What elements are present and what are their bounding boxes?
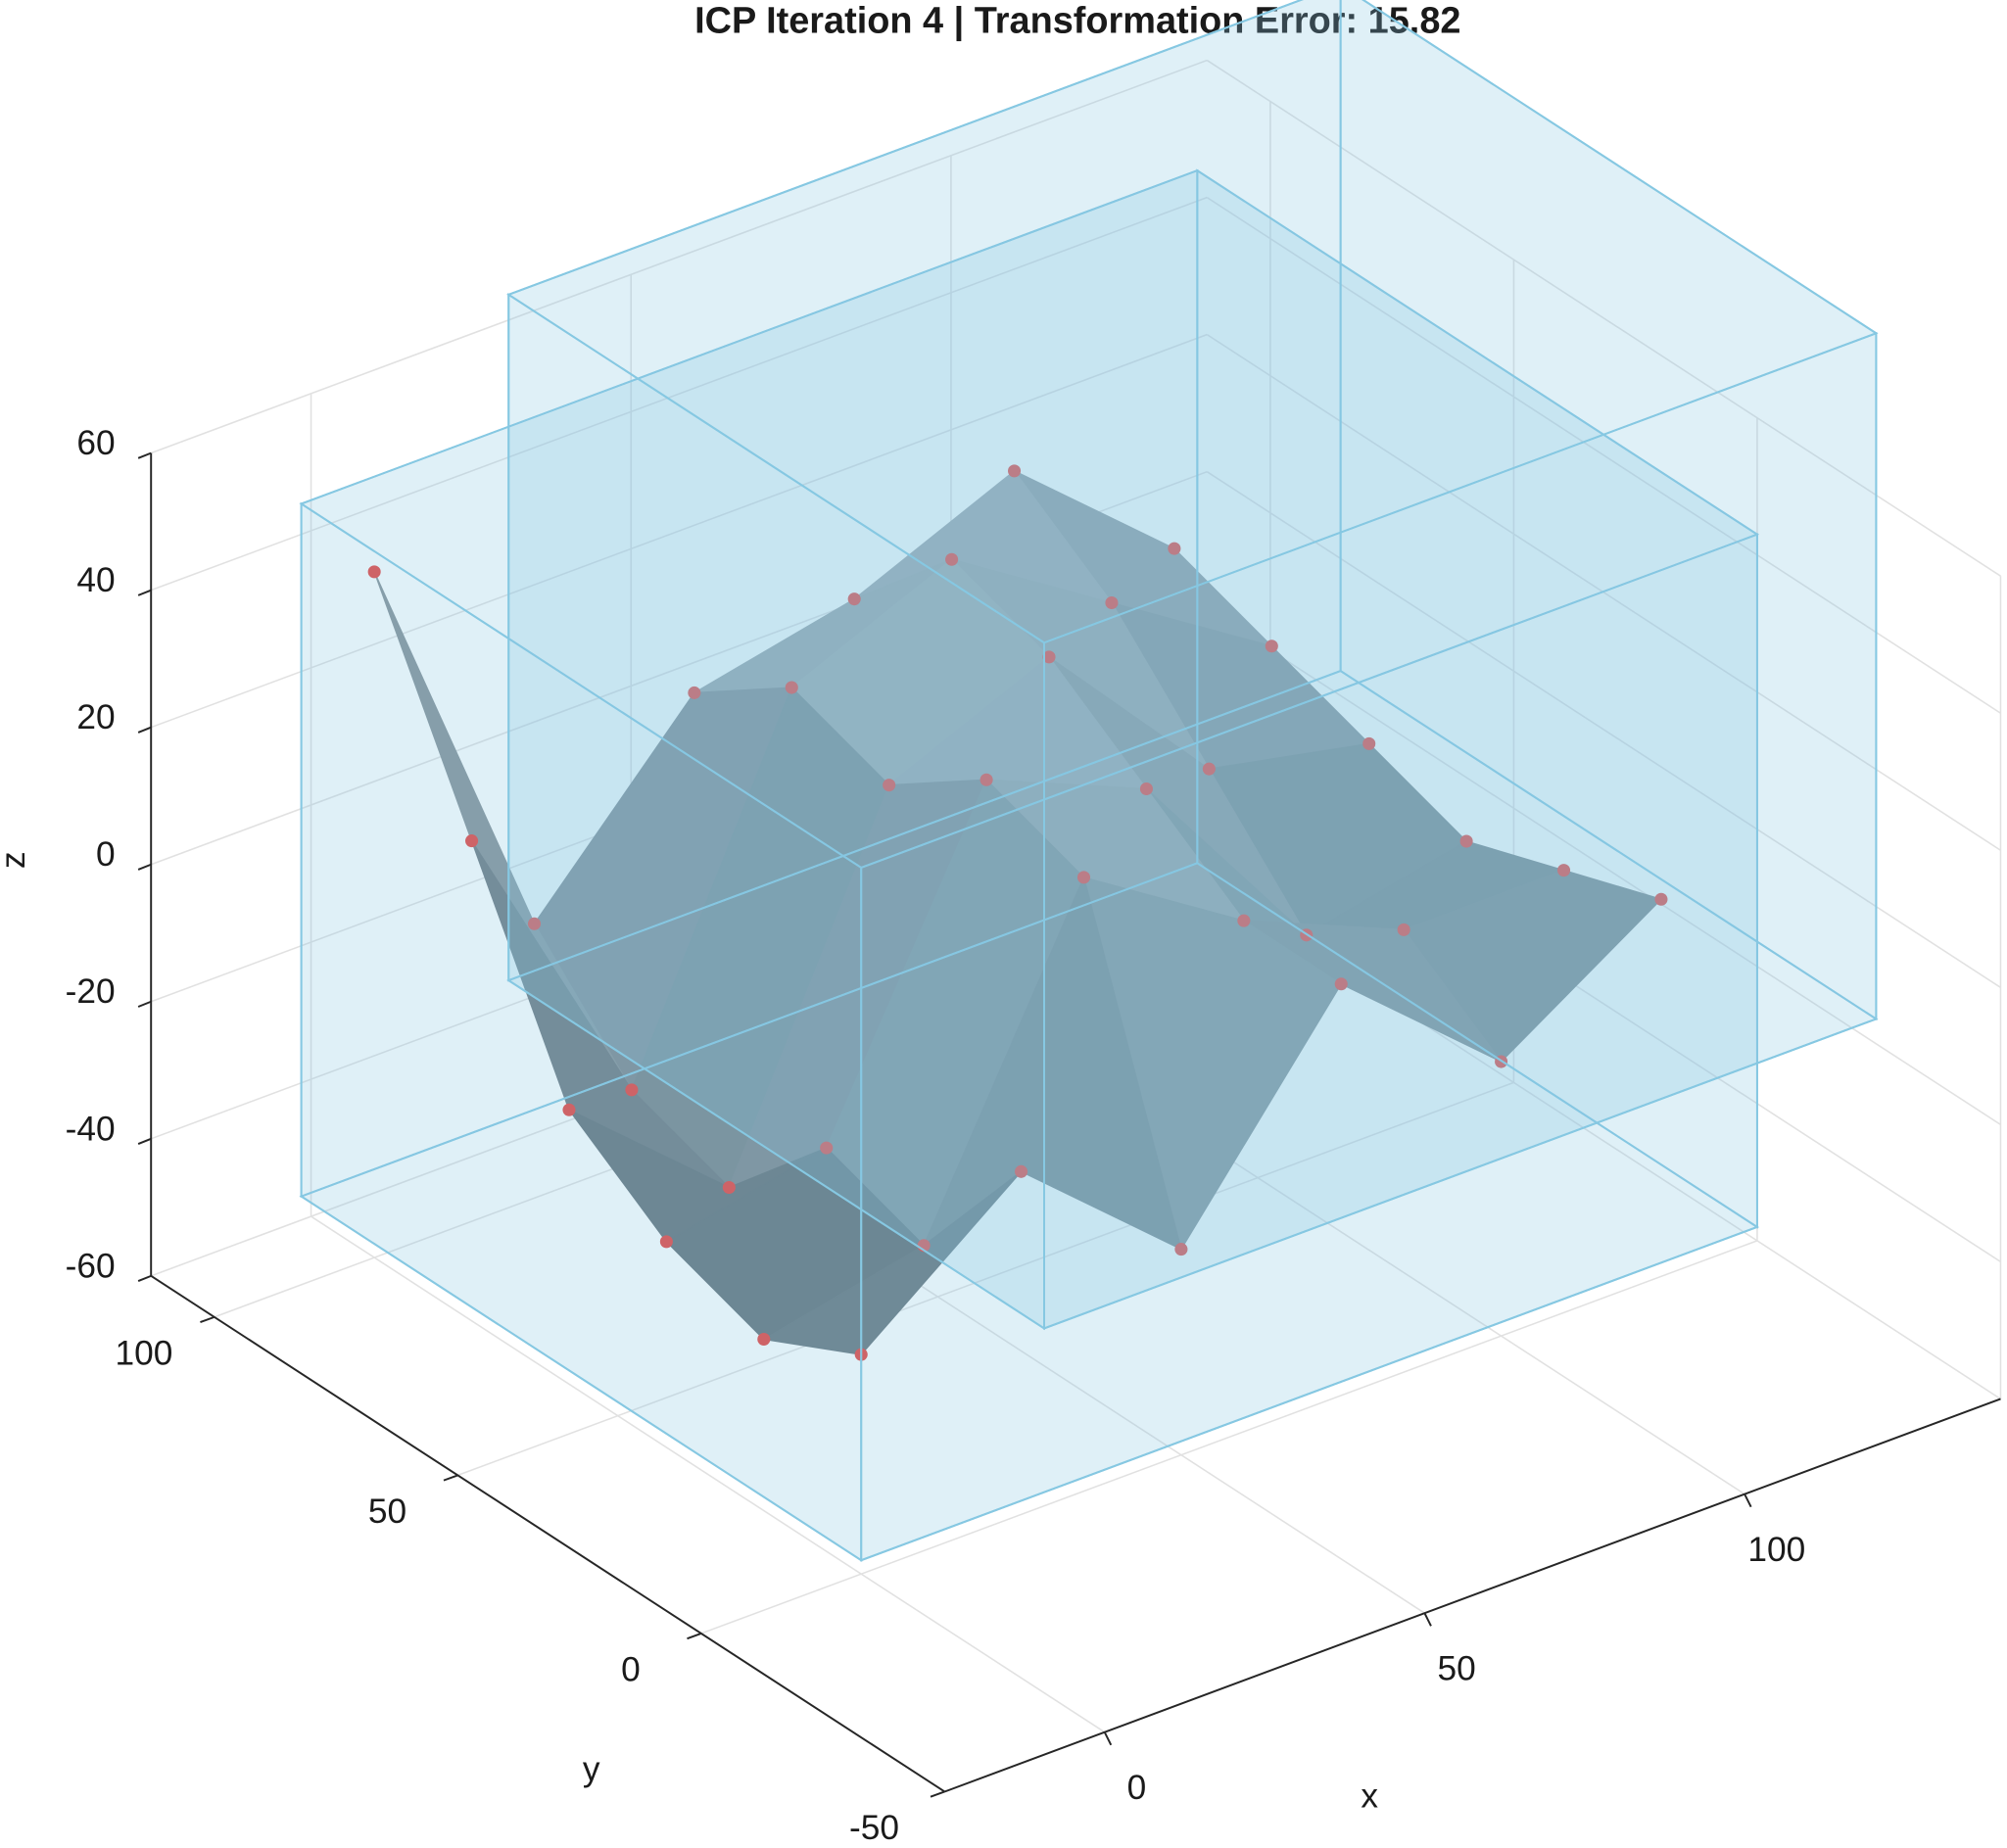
- grid-line: [700, 1240, 1758, 1635]
- data-point: [1168, 542, 1181, 555]
- x-axis-label: x: [1361, 1777, 1378, 1815]
- data-point: [1008, 464, 1022, 478]
- data-point: [1362, 736, 1376, 750]
- z-tick: [137, 726, 152, 734]
- z-axis-label: z: [0, 851, 32, 869]
- z-tick-label: 60: [76, 424, 115, 462]
- data-point: [562, 1103, 576, 1116]
- z-tick: [137, 451, 152, 459]
- chart-title: ICP Iteration 4 | Transformation Error: …: [694, 1, 1460, 42]
- data-point: [1076, 871, 1091, 884]
- data-point: [1202, 762, 1216, 776]
- grid-line: [150, 333, 1208, 729]
- data-point: [1265, 640, 1278, 653]
- bounding-box-face: [299, 169, 1760, 870]
- data-point: [722, 1180, 736, 1195]
- data-point: [847, 592, 861, 606]
- data-point: [1654, 892, 1668, 906]
- data-point: [527, 917, 542, 930]
- bounding-box-face: [506, 0, 1879, 644]
- y-tick-label: 100: [116, 1334, 173, 1372]
- x-tick: [1423, 1612, 1432, 1627]
- grid-line: [1206, 59, 2001, 577]
- y-tick: [443, 1474, 458, 1482]
- data-point: [883, 779, 896, 792]
- z-tick: [137, 1000, 152, 1008]
- grid-line: [150, 59, 1208, 454]
- z-tick: [137, 589, 152, 596]
- data-point: [1139, 782, 1153, 796]
- x-tick: [1744, 1493, 1752, 1508]
- z-tick-label: 0: [96, 835, 116, 874]
- data-point: [1459, 834, 1473, 848]
- y-tick: [200, 1315, 215, 1324]
- y-tick-label: 50: [368, 1493, 406, 1531]
- x-tick-label: 50: [1437, 1649, 1475, 1687]
- x-tick-label: 100: [1747, 1531, 1805, 1569]
- grid-line: [311, 1215, 1106, 1733]
- z-tick-label: -20: [66, 972, 116, 1011]
- data-point: [465, 834, 479, 848]
- z-tick: [137, 1137, 152, 1145]
- data-point: [980, 773, 993, 786]
- data-point: [945, 552, 959, 566]
- data-point: [367, 565, 381, 579]
- grid-line: [1206, 471, 2001, 988]
- x-axis: [944, 1398, 2001, 1793]
- data-point: [1042, 650, 1056, 664]
- data-point: [688, 686, 701, 699]
- grid-line: [150, 196, 1208, 592]
- x-tick: [1103, 1731, 1113, 1746]
- z-tick: [137, 1274, 152, 1282]
- data-point: [1174, 1243, 1188, 1256]
- y-tick: [687, 1633, 702, 1640]
- data-point: [820, 1141, 834, 1155]
- z-tick: [137, 863, 152, 871]
- z-tick-label: 40: [76, 561, 115, 599]
- y-axis: [150, 1275, 945, 1793]
- grid-line: [1206, 608, 2001, 1126]
- data-point: [1237, 914, 1251, 927]
- data-point: [757, 1332, 771, 1347]
- z-tick-label: -60: [66, 1247, 116, 1285]
- grid-line: [457, 1081, 1514, 1477]
- z-tick-label: -40: [66, 1110, 116, 1148]
- y-tick: [930, 1790, 945, 1798]
- data-point: [785, 681, 798, 694]
- y-axis-label: y: [583, 1750, 600, 1788]
- x-tick-label: 0: [1127, 1769, 1147, 1807]
- data-point: [1397, 923, 1410, 936]
- grid-line: [1206, 196, 2001, 714]
- data-point: [659, 1235, 673, 1249]
- data-point: [1015, 1164, 1028, 1178]
- data-point: [1105, 595, 1119, 610]
- data-point: [625, 1083, 639, 1097]
- y-tick-label: 0: [621, 1650, 641, 1688]
- data-point: [1334, 977, 1348, 991]
- z-tick-label: 20: [76, 698, 115, 736]
- y-tick-label: -50: [849, 1809, 899, 1847]
- data-point: [1556, 864, 1571, 877]
